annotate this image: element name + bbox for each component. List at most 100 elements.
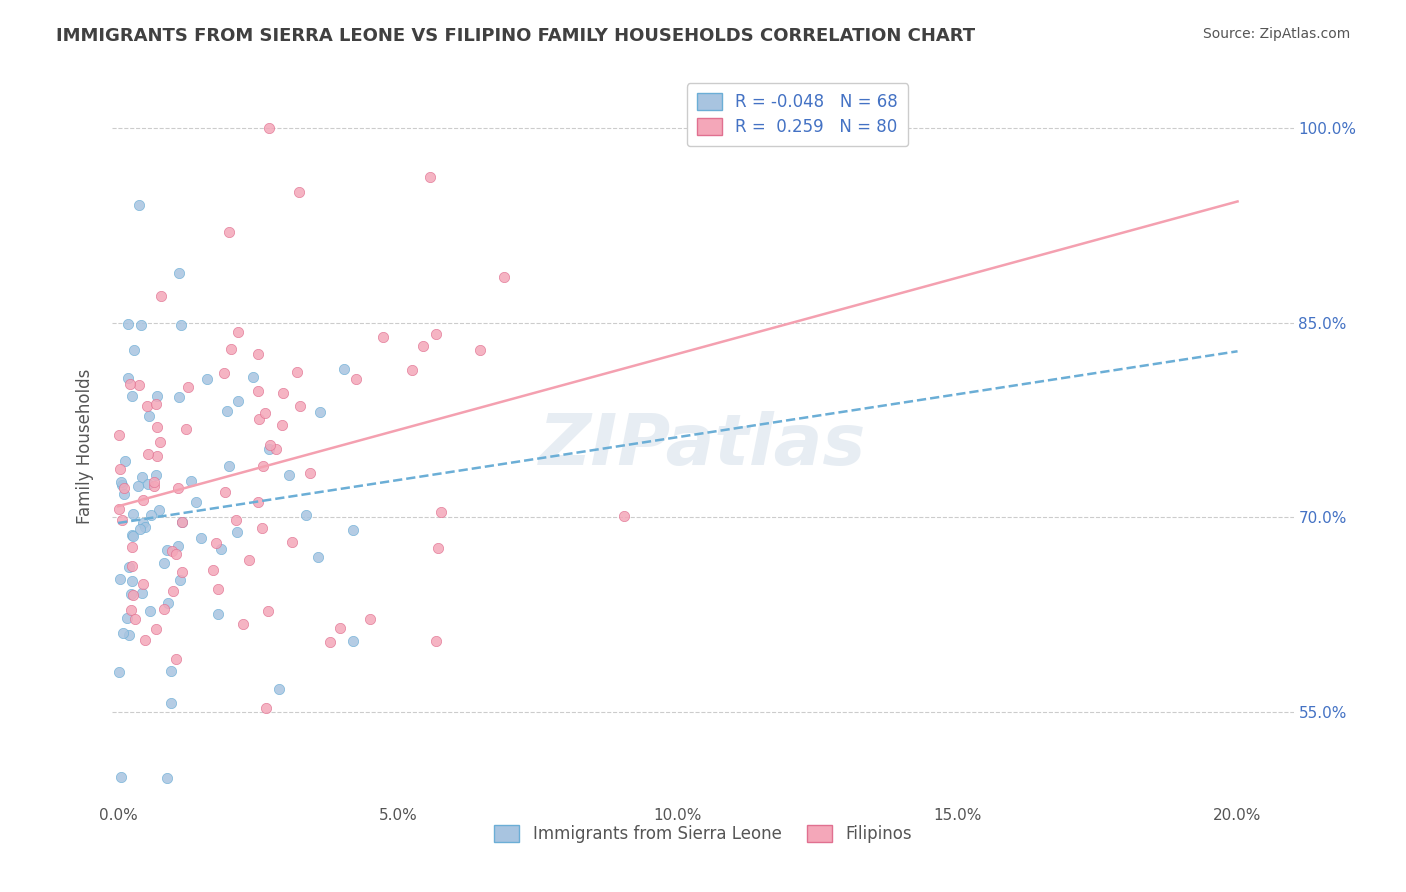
Point: [359, 612, 381, 626]
Point: [207, 607, 229, 622]
Point: [120, 602, 142, 616]
Point: [121, 541, 143, 555]
Point: [226, 394, 249, 409]
Point: [287, 365, 309, 379]
Point: [177, 380, 200, 394]
Point: [143, 479, 166, 493]
Point: [121, 559, 143, 574]
Point: [139, 508, 162, 522]
Point: [169, 390, 191, 404]
Point: [117, 317, 139, 331]
Point: [290, 399, 312, 413]
Point: [128, 378, 150, 392]
Point: [160, 544, 183, 558]
Point: [120, 376, 142, 391]
Point: [145, 622, 167, 636]
Point: [257, 604, 280, 618]
Point: [430, 505, 453, 519]
Point: [427, 541, 450, 555]
Point: [138, 604, 160, 618]
Point: [121, 574, 143, 588]
Point: [138, 409, 160, 424]
Point: [121, 528, 143, 542]
Point: [329, 621, 352, 635]
Point: [180, 475, 202, 489]
Point: [153, 556, 176, 570]
Point: [153, 602, 176, 616]
Point: [207, 582, 229, 596]
Point: [122, 589, 145, 603]
Point: [110, 572, 132, 586]
Point: [115, 611, 138, 625]
Point: [149, 435, 172, 450]
Point: [254, 701, 277, 715]
Point: [278, 467, 301, 482]
Point: [150, 289, 173, 303]
Point: [146, 389, 169, 403]
Point: [218, 458, 240, 473]
Point: [129, 835, 152, 849]
Point: [259, 438, 281, 452]
Point: [342, 634, 364, 648]
Point: [110, 475, 132, 489]
Point: [121, 389, 143, 403]
Text: Source: ZipAtlas.com: Source: ZipAtlas.com: [1202, 27, 1350, 41]
Point: [122, 507, 145, 521]
Point: [165, 651, 187, 665]
Point: [117, 371, 139, 385]
Point: [127, 479, 149, 493]
Point: [129, 522, 152, 536]
Point: [169, 266, 191, 280]
Point: [146, 449, 169, 463]
Point: [167, 539, 190, 553]
Point: [309, 405, 332, 419]
Point: [146, 420, 169, 434]
Point: [136, 399, 159, 413]
Point: [160, 696, 183, 710]
Point: [266, 442, 288, 456]
Point: [212, 366, 235, 380]
Point: [295, 508, 318, 523]
Point: [124, 612, 146, 626]
Point: [156, 543, 179, 558]
Point: [281, 534, 304, 549]
Point: [169, 573, 191, 587]
Point: [209, 541, 232, 556]
Point: [111, 625, 134, 640]
Point: [221, 343, 243, 357]
Point: [157, 596, 180, 610]
Point: [401, 363, 423, 377]
Point: [190, 531, 212, 545]
Point: [218, 225, 240, 239]
Point: [122, 343, 145, 357]
Point: [112, 481, 135, 495]
Point: [214, 485, 236, 500]
Point: [110, 513, 132, 527]
Point: [344, 372, 367, 386]
Point: [132, 516, 155, 531]
Point: [118, 628, 141, 642]
Point: [170, 318, 193, 333]
Point: [225, 524, 247, 539]
Point: [412, 339, 434, 353]
Point: [271, 386, 294, 401]
Point: [612, 509, 634, 524]
Point: [246, 347, 269, 361]
Point: [288, 185, 311, 199]
Point: [257, 121, 280, 136]
Point: [129, 318, 152, 332]
Point: [250, 521, 273, 535]
Point: [204, 536, 226, 550]
Text: IMMIGRANTS FROM SIERRA LEONE VS FILIPINO FAMILY HOUSEHOLDS CORRELATION CHART: IMMIGRANTS FROM SIERRA LEONE VS FILIPINO…: [56, 27, 976, 45]
Point: [128, 198, 150, 212]
Point: [242, 370, 264, 384]
Point: [145, 467, 167, 482]
Point: [134, 633, 156, 648]
Point: [165, 548, 187, 562]
Point: [145, 397, 167, 411]
Point: [155, 771, 177, 785]
Point: [120, 586, 142, 600]
Point: [425, 327, 447, 342]
Point: [419, 169, 441, 184]
Point: [131, 576, 153, 591]
